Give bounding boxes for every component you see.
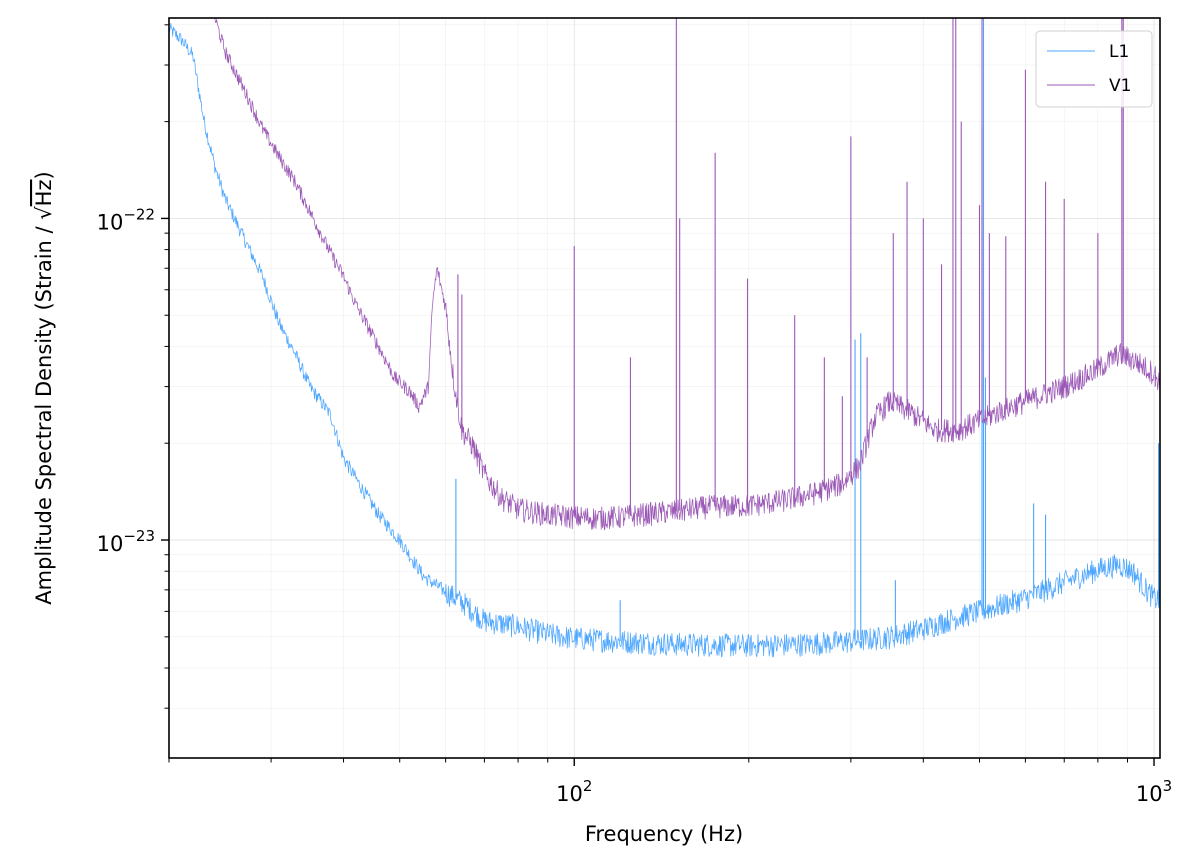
legend-l1-label: L1 (1109, 42, 1129, 62)
legend-v1-label: V1 (1109, 76, 1131, 96)
y-axis-label-unit: Hz (32, 179, 56, 206)
x-tick-exponent: 3 (1163, 777, 1173, 795)
y-axis-label: Amplitude Spectral Density (Strain / √Hz… (32, 171, 56, 604)
x-tick-label: 102 (556, 777, 592, 806)
series-v1-trace (214, 18, 1160, 531)
y-tick-base: 10 (97, 532, 124, 556)
y-tick-exponent: −23 (123, 527, 155, 545)
x-tick-label: 103 (1136, 777, 1172, 806)
x-tick-exponent: 2 (583, 777, 593, 795)
series-layer (169, 18, 1160, 658)
x-axis-label: Frequency (Hz) (585, 822, 743, 846)
y-tick-base: 10 (97, 210, 124, 234)
plot-background (169, 18, 1160, 758)
y-axis-label-prefix: Amplitude Spectral Density (Strain / (32, 220, 56, 605)
y-axis-label-suffix: ) (32, 171, 56, 179)
y-tick-label: 10−23 (97, 527, 155, 556)
series-v1 (214, 18, 1160, 531)
legend: L1 V1 (1035, 30, 1153, 108)
x-tick-base: 10 (1136, 782, 1163, 806)
sqrt-symbol: √ (32, 206, 56, 220)
axis-ticks (161, 24, 1155, 766)
legend-box (1035, 30, 1153, 108)
y-tick-exponent: −22 (123, 205, 155, 223)
grid (168, 18, 1160, 758)
x-tick-base: 10 (556, 782, 583, 806)
x-tick-labels: 102 103 (556, 777, 1172, 806)
series-l1-trace (169, 22, 1160, 658)
y-axis-label-group: Amplitude Spectral Density (Strain / √Hz… (32, 171, 56, 604)
plot-frame (168, 17, 1161, 759)
y-tick-label: 10−22 (97, 205, 155, 234)
